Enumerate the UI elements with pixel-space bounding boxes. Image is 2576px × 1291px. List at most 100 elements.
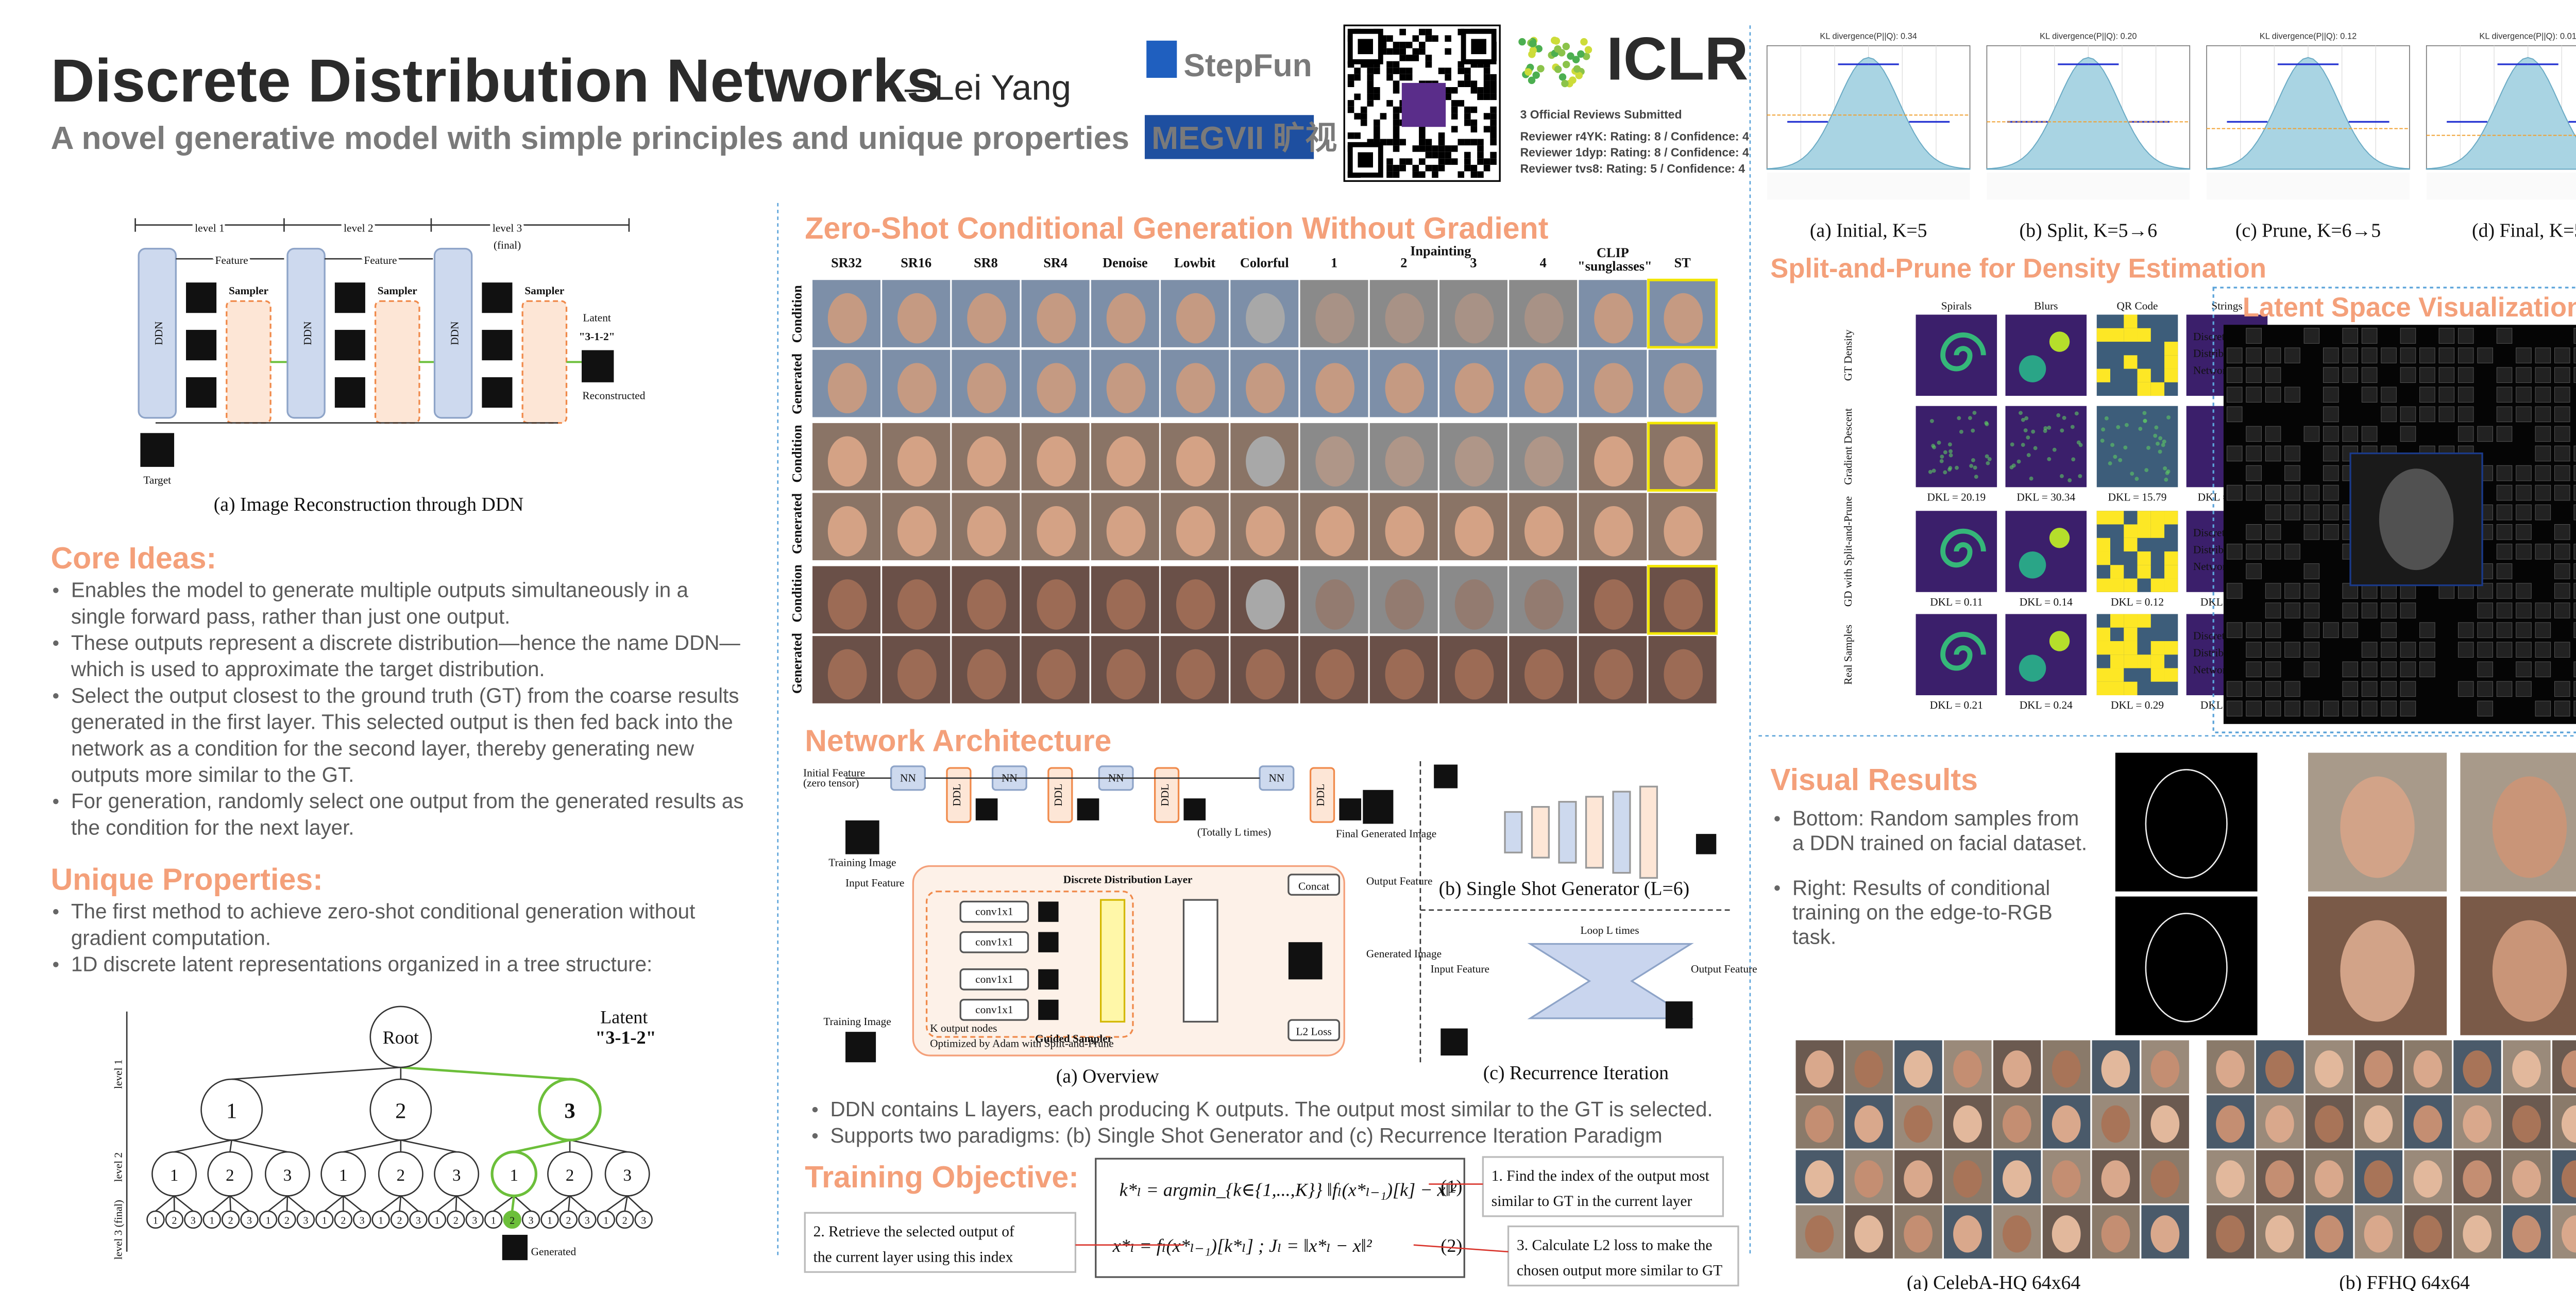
face bbox=[2413, 1215, 2443, 1253]
column-header: 3 bbox=[1470, 256, 1477, 271]
latent-cell bbox=[2419, 347, 2435, 363]
latent-cell bbox=[2477, 681, 2493, 697]
qr-cell bbox=[2137, 565, 2151, 579]
qr-cell bbox=[1405, 68, 1413, 74]
qr-cell bbox=[1393, 87, 1400, 94]
latent-cell bbox=[2554, 426, 2570, 442]
qr-cell bbox=[1490, 126, 1497, 132]
tree-leaf bbox=[578, 1210, 597, 1229]
latent-cell bbox=[2323, 426, 2339, 442]
qr-cell bbox=[1464, 152, 1471, 159]
qr-cell bbox=[2150, 382, 2165, 396]
tree-edge bbox=[267, 1195, 288, 1212]
generator-block bbox=[1504, 811, 1523, 853]
face bbox=[2314, 1105, 2344, 1143]
qr-cell bbox=[1412, 164, 1419, 172]
digit-thumb bbox=[1339, 798, 1362, 820]
bullet-text: the condition for the next layer. bbox=[71, 815, 354, 839]
latent-cell bbox=[2535, 445, 2551, 462]
face bbox=[1524, 649, 1564, 700]
column-header: Spirals bbox=[1941, 300, 1972, 312]
qr-cell bbox=[1425, 139, 1432, 146]
latent-cell bbox=[2226, 583, 2243, 599]
noise bbox=[2067, 478, 2072, 482]
latent-cell bbox=[2226, 347, 2243, 363]
review: Reviewer 1dyp: Rating: 8 / Confidence: 4 bbox=[1520, 146, 1749, 159]
latent-cell bbox=[2573, 563, 2576, 579]
digit-thumb bbox=[482, 282, 513, 313]
latent-cell bbox=[2535, 642, 2551, 658]
noise bbox=[2118, 458, 2123, 462]
qr-cell bbox=[1477, 145, 1484, 152]
diagram-label: DDL bbox=[1314, 784, 1327, 807]
latent-cell bbox=[2573, 347, 2576, 363]
qr-cell bbox=[1451, 113, 1458, 120]
latent-cell bbox=[2554, 445, 2570, 462]
latent-cell bbox=[2535, 700, 2551, 717]
leaf-label: 3 bbox=[416, 1215, 421, 1227]
qr-cell bbox=[1451, 145, 1458, 152]
latent-cell bbox=[2535, 465, 2551, 481]
latent-cell bbox=[2323, 504, 2339, 521]
diagram-label: conv1x1 bbox=[975, 906, 1013, 918]
latent-cell bbox=[2477, 426, 2493, 442]
qr-cell bbox=[1399, 48, 1406, 55]
qr-cell bbox=[2164, 511, 2178, 525]
latent-cell bbox=[2419, 367, 2435, 383]
digit-thumb bbox=[1183, 798, 1206, 820]
face bbox=[2413, 1160, 2443, 1198]
tree-leaf bbox=[409, 1210, 428, 1229]
bullet-text: For generation, randomly select one outp… bbox=[71, 789, 744, 813]
row-label: Generated bbox=[790, 353, 805, 414]
tree-edge bbox=[400, 1066, 570, 1081]
figure-caption: (b) FFHQ 64x64 bbox=[2339, 1272, 2470, 1291]
latent-cell bbox=[2246, 661, 2262, 678]
face bbox=[1385, 506, 1425, 557]
face bbox=[1594, 363, 1633, 413]
latent-cell bbox=[2265, 622, 2281, 638]
generated-image bbox=[502, 1234, 528, 1261]
qr-cell bbox=[1470, 87, 1478, 94]
noise bbox=[2011, 463, 2016, 468]
latent-panel bbox=[2212, 287, 2576, 733]
ddn-label: DDN bbox=[152, 322, 165, 345]
section-heading: Split-and-Prune for Density Estimation bbox=[1770, 253, 2266, 283]
density-image bbox=[1916, 406, 1997, 488]
tree-leaf bbox=[597, 1210, 616, 1229]
noise bbox=[2143, 418, 2147, 423]
latent-cell bbox=[2342, 347, 2358, 363]
noise bbox=[1957, 416, 1961, 421]
latent-cell bbox=[2535, 661, 2551, 678]
latent-cell bbox=[2573, 661, 2576, 678]
latent-cell bbox=[2246, 328, 2262, 344]
qr-cell bbox=[1412, 55, 1419, 61]
latent-cell bbox=[2323, 700, 2339, 717]
tree-leaf bbox=[521, 1210, 540, 1229]
latent-cell bbox=[2554, 347, 2570, 363]
latent-cell bbox=[2496, 681, 2513, 697]
tree-node bbox=[604, 1151, 650, 1197]
qr-cell bbox=[2124, 655, 2138, 668]
latent-cell bbox=[2246, 347, 2262, 363]
plot-title: KL divergence(P||Q): 0.01 bbox=[2479, 32, 2576, 41]
face bbox=[967, 579, 1006, 630]
face bbox=[1904, 1050, 1933, 1088]
face bbox=[1953, 1215, 1982, 1253]
latent-cell bbox=[2381, 642, 2397, 658]
conv-block bbox=[959, 931, 1029, 953]
logo-dot bbox=[1524, 68, 1532, 76]
face bbox=[1805, 1160, 1834, 1198]
face bbox=[2364, 1105, 2393, 1143]
diagram-label: (Totally L times) bbox=[1197, 826, 1271, 838]
review: Reviewer tvs8: Rating: 5 / Confidence: 4 bbox=[1520, 162, 1745, 175]
qr-cell bbox=[1470, 119, 1478, 126]
face bbox=[1106, 649, 1146, 700]
latent-cell bbox=[2265, 583, 2281, 599]
qr-cell bbox=[2150, 668, 2165, 682]
face bbox=[2314, 1050, 2344, 1088]
column-header: Strings bbox=[2211, 300, 2242, 312]
diagram-label: Output Feature bbox=[1691, 963, 1757, 975]
qr-cell bbox=[1386, 158, 1393, 165]
qr-cell bbox=[2096, 551, 2110, 565]
diagram-label: conv1x1 bbox=[975, 973, 1013, 985]
